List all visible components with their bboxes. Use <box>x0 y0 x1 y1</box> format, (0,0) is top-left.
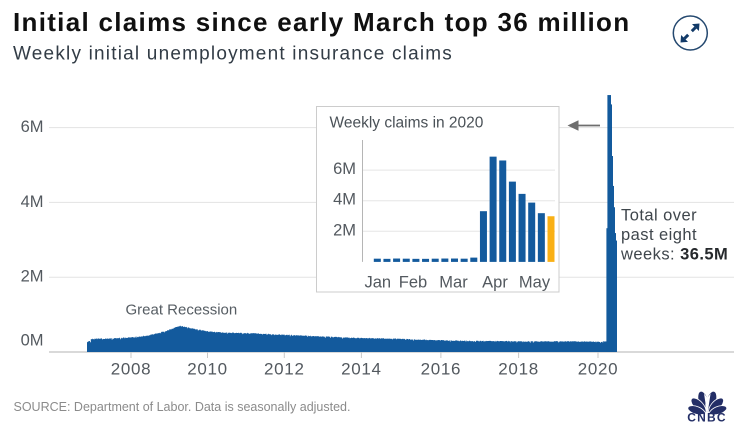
svg-text:2008: 2008 <box>111 360 152 379</box>
svg-text:Feb: Feb <box>399 273 427 291</box>
svg-text:6M: 6M <box>333 160 356 178</box>
svg-text:6M: 6M <box>21 118 44 136</box>
svg-text:Weekly claims in 2020: Weekly claims in 2020 <box>330 114 484 131</box>
svg-text:2014: 2014 <box>341 360 382 379</box>
svg-text:May: May <box>519 273 551 291</box>
svg-text:Initial claims since early Mar: Initial claims since early March top 36 … <box>13 7 630 37</box>
svg-text:Total over: Total over <box>621 206 697 224</box>
svg-text:Great Recession: Great Recession <box>126 301 238 318</box>
svg-text:4M: 4M <box>333 191 356 209</box>
svg-text:2020: 2020 <box>578 360 619 379</box>
svg-text:4M: 4M <box>21 193 44 211</box>
svg-text:Mar: Mar <box>439 273 468 291</box>
svg-text:Apr: Apr <box>482 273 508 291</box>
svg-text:2016: 2016 <box>421 360 462 379</box>
svg-text:0M: 0M <box>21 331 44 349</box>
svg-text:weeks: 36.5M: weeks: 36.5M <box>620 245 728 263</box>
svg-text:Jan: Jan <box>364 273 391 291</box>
svg-text:CNBC: CNBC <box>687 411 726 425</box>
svg-text:2M: 2M <box>21 268 44 286</box>
svg-text:2010: 2010 <box>187 360 228 379</box>
svg-text:2012: 2012 <box>264 360 305 379</box>
svg-text:SOURCE: Department of Labor. D: SOURCE: Department of Labor. Data is sea… <box>14 400 351 414</box>
svg-text:Weekly initial unemployment in: Weekly initial unemployment insurance cl… <box>13 44 453 65</box>
svg-text:2018: 2018 <box>498 360 539 379</box>
svg-text:2M: 2M <box>333 221 356 239</box>
svg-text:past eight: past eight <box>621 226 697 244</box>
